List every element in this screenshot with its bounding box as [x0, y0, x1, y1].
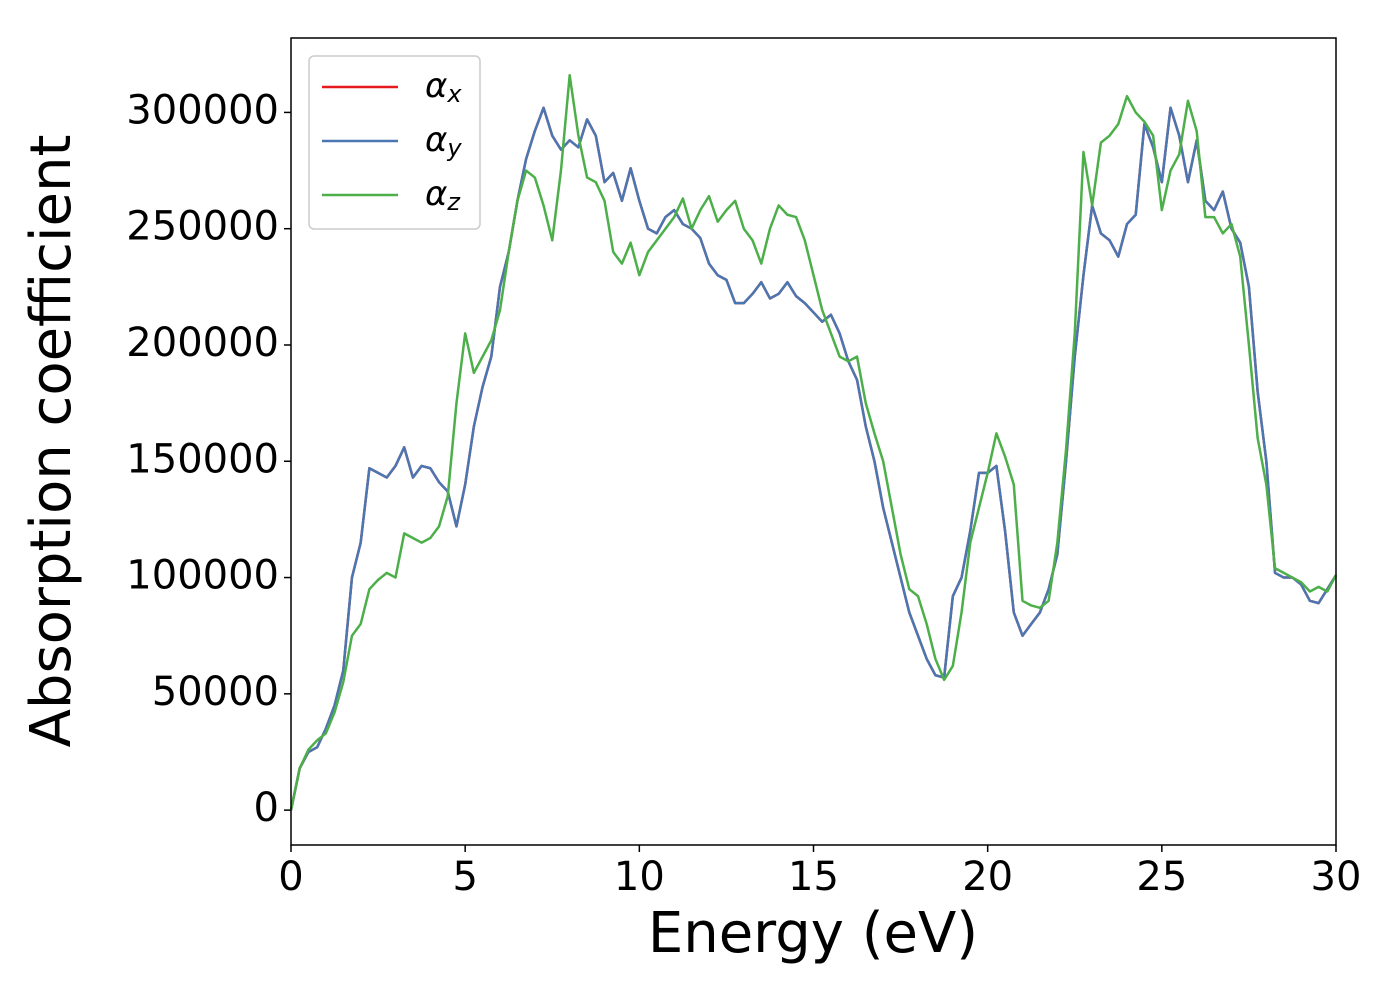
y-tick-label: 0 — [254, 785, 279, 831]
x-tick-label: 0 — [278, 854, 303, 900]
x-axis-label: Energy (eV) — [648, 901, 978, 966]
data-line — [289, 73, 1338, 811]
legend-label: αz — [425, 174, 461, 217]
plot-frame — [290, 37, 1337, 846]
x-tick-label: 5 — [452, 854, 477, 900]
x-tick-label: 25 — [1136, 854, 1187, 900]
y-tick-label: 150000 — [126, 436, 279, 482]
y-tick-label: 100000 — [126, 553, 279, 599]
legend-label: αy — [425, 120, 462, 163]
y-tick-label: 300000 — [126, 87, 279, 133]
x-tick-label: 10 — [614, 854, 665, 900]
x-tick-label: 15 — [788, 854, 839, 900]
y-axis-label: Absorption coefficient — [19, 135, 84, 748]
legend-box — [308, 55, 481, 230]
data-line — [289, 106, 1338, 811]
y-tick-label: 250000 — [126, 204, 279, 250]
y-tick-label: 200000 — [126, 320, 279, 366]
legend-label: αx — [425, 66, 462, 109]
x-tick-label: 30 — [1311, 854, 1362, 900]
y-tick-label: 50000 — [152, 669, 279, 715]
x-tick-label: 20 — [962, 854, 1013, 900]
